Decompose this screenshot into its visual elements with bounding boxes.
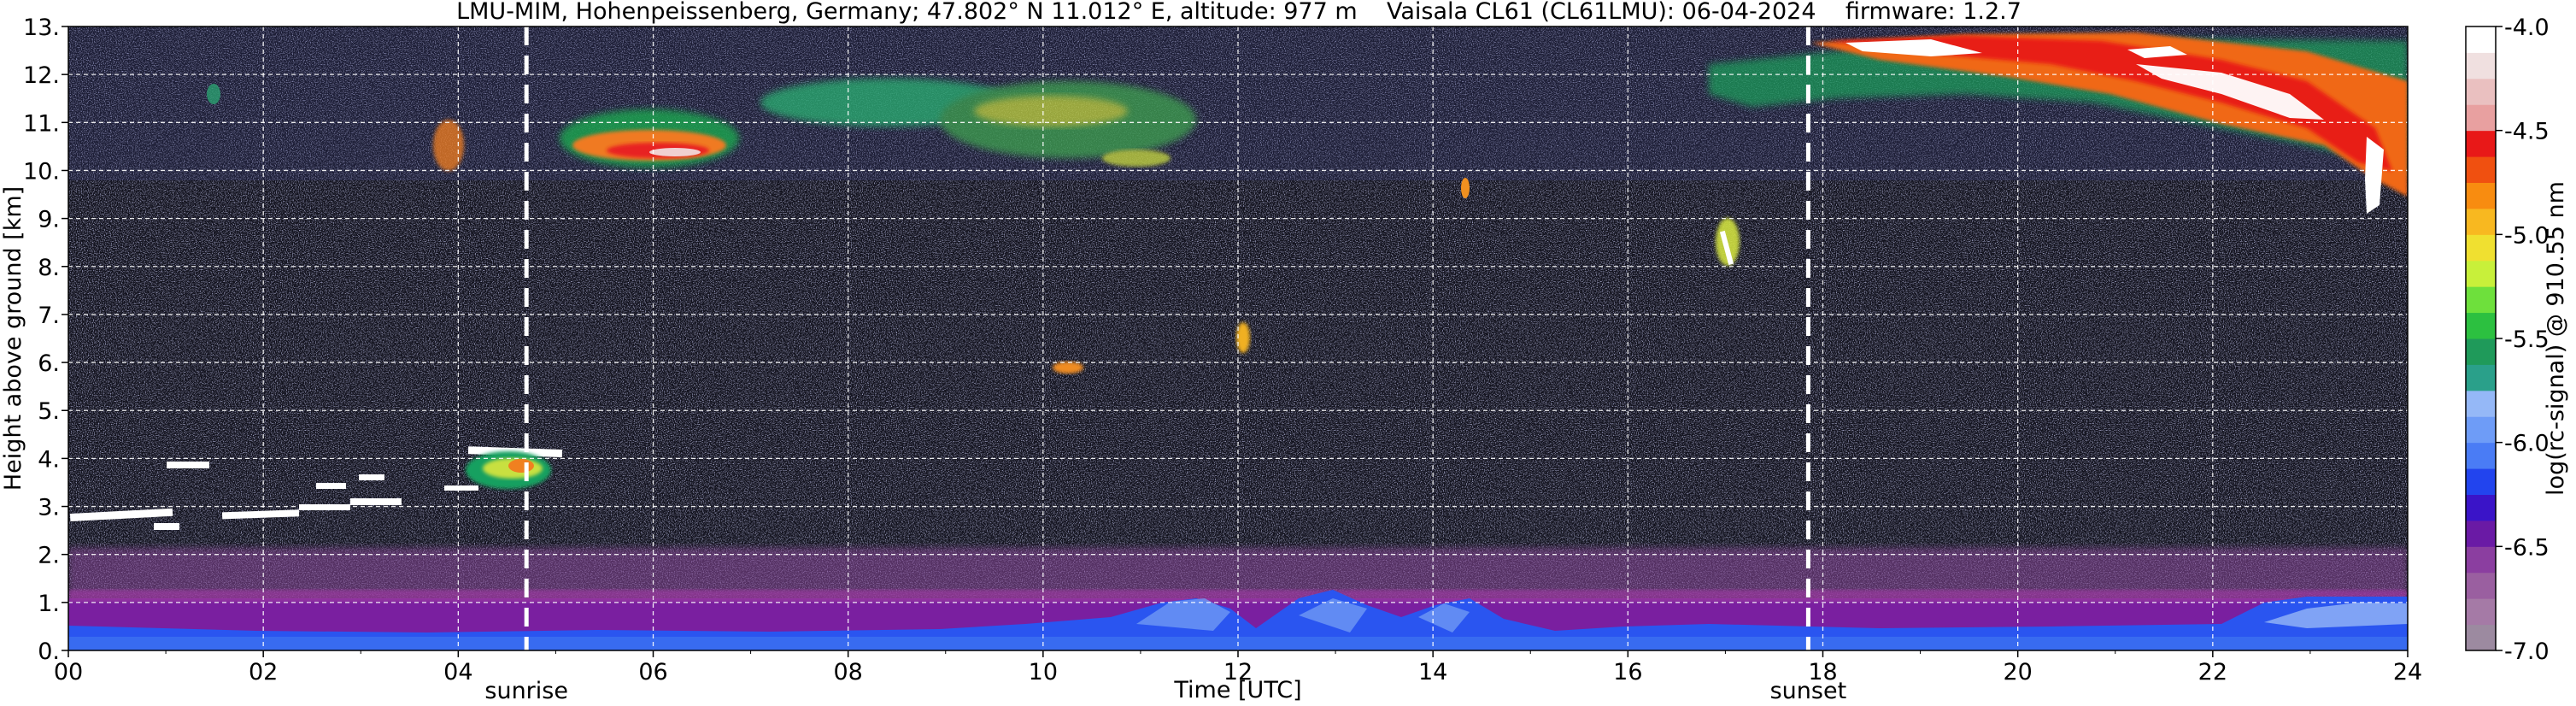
colorbar-segment [2466,546,2496,574]
x-tick-label: 22 [2198,659,2227,685]
colorbar-segment [2466,208,2496,235]
colorbar-segment [2466,156,2496,183]
boundary-layer-haze [68,548,2408,595]
x-tick-label: 08 [833,659,862,685]
x-tick-label: 18 [1808,659,1837,685]
y-axis-label: Height above ground [km] [0,186,26,491]
x-tick-label: 04 [443,659,472,685]
colorbar-segment [2466,468,2496,495]
x-tick-label: 16 [1613,659,1642,685]
x-tick-label: 20 [2003,659,2032,685]
colorbar-tick-label: -6.0 [2504,431,2550,457]
y-tick-label: 13. [23,15,60,41]
y-tick-label: 6. [38,350,60,377]
x-tick-label: 12 [1223,659,1253,685]
colorbar-segment [2466,624,2496,651]
colorbar-segment [2466,494,2496,521]
colorbar-segment [2466,78,2496,105]
low-cloud [69,446,563,530]
surface-haze-22h [2264,603,2408,628]
x-tick-label: 06 [638,659,667,685]
midday-convection [1136,598,1470,632]
colorbar-tick-label: -5.5 [2504,327,2550,353]
cirrus-puff-0130 [207,84,220,104]
colorbar-ticks: -4.0 -4.5 -5.0 -5.5 -6.0 -6.5 -7.0 [2496,15,2550,665]
colorbar-segment [2466,130,2496,157]
colorbar-segment [2466,598,2496,626]
colorbar [2466,26,2496,651]
colorbar-segment [2466,416,2496,444]
y-tick-label: 5. [38,398,60,425]
colorbar-tick-label: -4.0 [2504,15,2550,41]
x-axis-label: Time [UTC] [1173,677,1301,703]
colorbar-segment [2466,390,2496,417]
colorbar-segment [2466,182,2496,209]
x-tick-label: 00 [54,659,83,685]
y-tick-label: 1. [38,591,60,617]
colorbar-segment [2466,442,2496,469]
x-tick-label: 10 [1029,659,1058,685]
colorbar-tick-label: -4.5 [2504,119,2550,145]
x-tick-label: 24 [2393,659,2422,685]
y-tick-label: 3. [38,495,60,521]
cloud-patch-10h [1053,362,1083,374]
y-tick-label: 9. [38,207,60,233]
x-axis: 00 02 04 06 08 10 12 14 16 18 20 22 24 [54,650,2422,685]
cloud-patch-12h [1236,322,1250,353]
y-tick-label: 8. [38,255,60,281]
y-tick-label: 0. [38,638,60,665]
colorbar-segment [2466,286,2496,314]
x-tick-label: 02 [249,659,278,685]
y-tick-label: 11. [23,110,60,137]
event-lines: sunrise sunset [484,26,1846,704]
colorbar-segment [2466,260,2496,287]
event-label-sunset: sunset [1770,678,1847,704]
y-tick-label: 2. [38,543,60,569]
chart-title: LMU-MIM, Hohenpeissenberg, Germany; 47.8… [456,0,2021,25]
cirrus-puff-04h [433,120,464,171]
colorbar-segment [2466,234,2496,262]
colorbar-tick-label: -7.0 [2504,638,2550,665]
grid [68,26,2408,650]
virga-streak-17h [1719,230,1734,266]
cloud-patch-1430 [1461,178,1470,198]
y-tick-label: 7. [38,303,60,329]
y-tick-label: 10. [23,158,60,185]
y-axis: 0. 1. 2. 3. 4. 5. 6. 7. 8. 9. 10. 11. 12. 13. [23,15,68,665]
cirrus-mid [760,79,1196,167]
y-tick-label: 4. [38,446,60,473]
colorbar-segment [2466,338,2496,365]
colorbar-tick-label: -5.0 [2504,222,2550,249]
y-tick-label: 12. [23,62,60,89]
cirrus-early [560,109,739,168]
colorbar-segment [2466,364,2496,391]
colorbar-tick-label: -6.5 [2504,534,2550,561]
colorbar-segment [2466,520,2496,547]
colorbar-segment [2466,52,2496,79]
event-label-sunrise: sunrise [484,678,568,704]
cirrus-late [1709,32,2408,214]
colorbar-label: log(rc-signal) @ 910.55 nm [2543,181,2569,496]
colorbar-segment [2466,26,2496,53]
colorbar-segment [2466,572,2496,599]
colorbar-segment [2466,104,2496,132]
x-tick-label: 14 [1418,659,1447,685]
colorbar-segment [2466,312,2496,339]
